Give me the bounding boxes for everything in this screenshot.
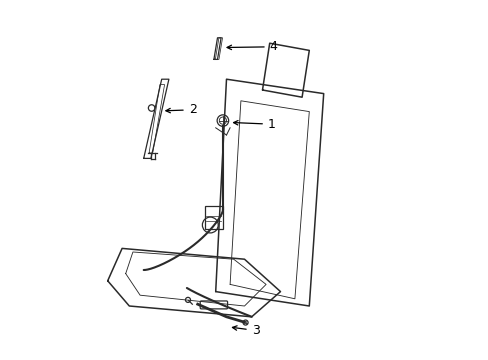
Text: 4: 4 (226, 40, 277, 53)
Bar (204, 206, 223, 230)
Text: 2: 2 (165, 103, 196, 116)
Text: 3: 3 (232, 324, 259, 337)
Text: 1: 1 (233, 118, 275, 131)
